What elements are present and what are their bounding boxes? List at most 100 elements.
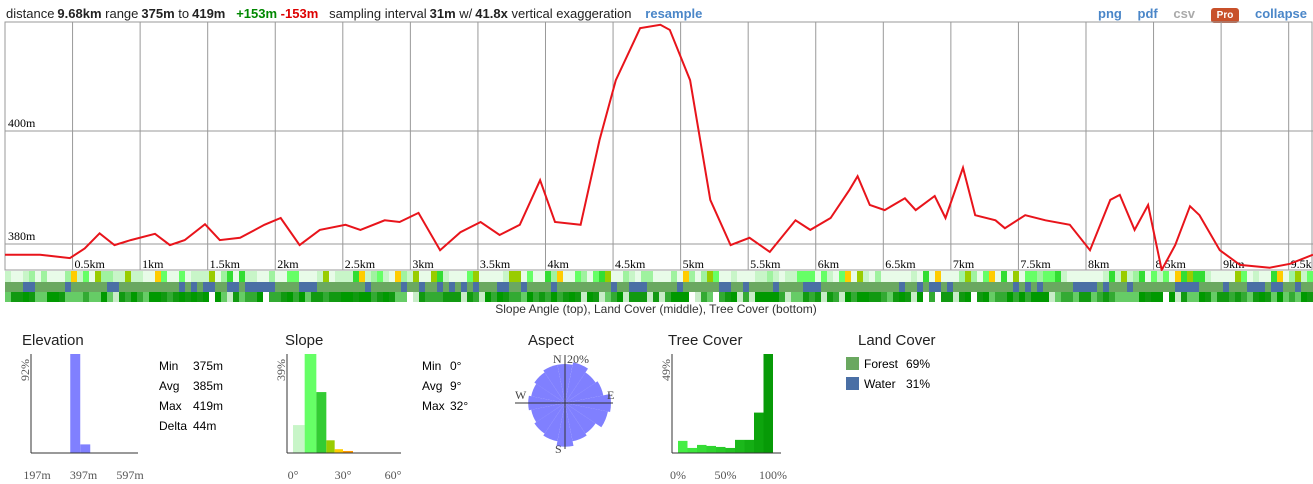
strip-cell [263, 271, 269, 282]
strip-cell [1085, 282, 1091, 292]
strip-cell [515, 292, 521, 302]
hist-bar [763, 354, 773, 453]
resample-link[interactable]: resample [645, 6, 703, 21]
strip-cell [533, 271, 539, 282]
strip-cell [887, 292, 893, 302]
strip-cell [833, 271, 839, 282]
strip-cell [989, 292, 995, 302]
strip-cell [287, 282, 293, 292]
strip-cell [1241, 282, 1247, 292]
strip-cell [437, 271, 443, 282]
strip-cell [911, 292, 917, 302]
strip-cell [29, 282, 35, 292]
strip-cell [971, 292, 977, 302]
strip-cell [35, 292, 41, 302]
strip-cell [335, 271, 341, 282]
strip-cell [167, 282, 173, 292]
strip-cell [155, 282, 161, 292]
collapse-link[interactable]: collapse [1254, 6, 1307, 21]
strip-cell [1223, 282, 1229, 292]
pdf-link[interactable]: pdf [1137, 6, 1158, 21]
strip-cell [653, 271, 659, 282]
strip-cell [1013, 271, 1019, 282]
strip-cell [467, 292, 473, 302]
strip-cell [767, 292, 773, 302]
strip-cell [689, 292, 695, 302]
strip-cell [227, 271, 233, 282]
strip-cell [365, 282, 371, 292]
strip-cell [707, 292, 713, 302]
x-tick-label: 4km [547, 257, 569, 271]
strip-cell [1241, 292, 1247, 302]
stat-value: 44m [193, 419, 216, 433]
strip-cell [425, 282, 431, 292]
strip-cell [1139, 292, 1145, 302]
strip-cell [785, 292, 791, 302]
strip-cell [1067, 282, 1073, 292]
strip-cell [479, 271, 485, 282]
value: 41.8x [475, 6, 508, 21]
strip-cell [791, 271, 797, 282]
strip-cell [77, 271, 83, 282]
strip-cell [209, 282, 215, 292]
strip-cell [893, 271, 899, 282]
strip-cell [1229, 282, 1235, 292]
strip-cell [401, 271, 407, 282]
strip-cell [23, 292, 29, 302]
strip-cell [941, 271, 947, 282]
strip-cell [1163, 271, 1169, 282]
strip-cell [1211, 292, 1217, 302]
strip-cell [533, 292, 539, 302]
strip-cell [311, 271, 317, 282]
csv-link[interactable]: csv [1173, 6, 1196, 21]
x-tick-label: 2.5km [345, 257, 376, 271]
strip-cell [1079, 292, 1085, 302]
x-tick-label: 30° [335, 468, 352, 482]
strip-cell [413, 271, 419, 282]
gain: +153m [236, 6, 278, 21]
strip-cell [509, 282, 515, 292]
strip-cell [113, 271, 119, 282]
strip-cell [11, 282, 17, 292]
strip-cell [995, 282, 1001, 292]
strip-cell [329, 282, 335, 292]
strip-cell [1055, 292, 1061, 302]
strip-cell [407, 292, 413, 302]
strip-cell [53, 271, 59, 282]
strip-cell [1187, 292, 1193, 302]
strip-cell [89, 282, 95, 292]
strip-cell [863, 271, 869, 282]
strip-cell [695, 292, 701, 302]
strip-cell [737, 292, 743, 302]
hist-bar [716, 446, 726, 453]
strip-cell [629, 271, 635, 282]
strip-cell [905, 271, 911, 282]
strip-cell [503, 292, 509, 302]
value: 31m [429, 6, 456, 21]
panel-title: Tree Cover [668, 332, 742, 349]
legend-value: 69% [906, 357, 930, 371]
strip-cell [377, 292, 383, 302]
strip-cell [647, 282, 653, 292]
strip-cell [251, 271, 257, 282]
strip-cell [53, 292, 59, 302]
strip-cell [293, 292, 299, 302]
strip-cell [983, 282, 989, 292]
value: 375m [141, 6, 175, 21]
strip-cell [1055, 271, 1061, 282]
hist-bar [687, 447, 697, 453]
strip-cell [1169, 292, 1175, 302]
strip-cell [503, 282, 509, 292]
pro-badge[interactable]: Pro [1210, 8, 1240, 23]
strip-cell [1265, 292, 1271, 302]
strip-cell [11, 271, 17, 282]
rose-petal [534, 403, 565, 434]
png-link[interactable]: png [1098, 6, 1122, 21]
strip-cell [647, 271, 653, 282]
strip-cell [641, 282, 647, 292]
strip-cell [857, 271, 863, 282]
x-tick-label: 0% [670, 468, 686, 482]
strip-cell [1085, 292, 1091, 302]
strip-cell [425, 292, 431, 302]
strip-cell [971, 282, 977, 292]
